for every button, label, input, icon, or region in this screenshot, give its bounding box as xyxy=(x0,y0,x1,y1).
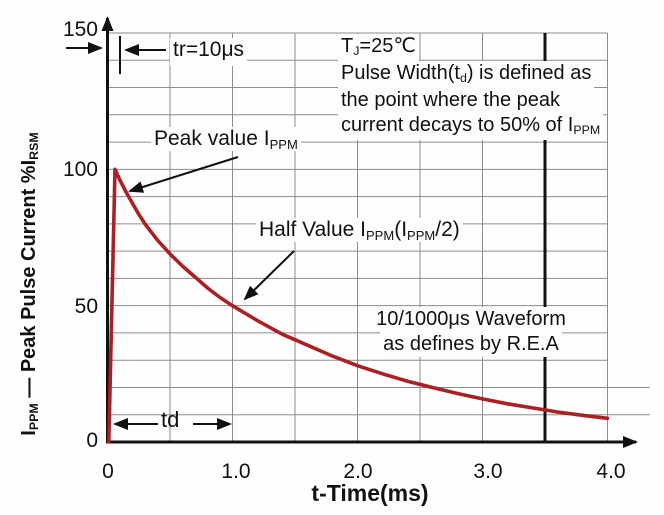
y-tick-150: 150 xyxy=(62,18,98,41)
peak-value-pointer-arrow xyxy=(128,156,239,193)
y-tick-100: 100 xyxy=(62,158,98,181)
x-tick-2: 2.0 xyxy=(343,460,373,483)
y-axis-title: IPPM — Peak Pulse Current %IRSM xyxy=(18,132,42,436)
waveform-note-block: 10/1000μs Waveform as defines by R.E.A xyxy=(352,307,590,357)
rise-time-label: tr=10μs xyxy=(170,38,248,67)
pulse-width-td-label: td xyxy=(161,407,180,432)
condition-note-line-2: Pulse Width(td) is defined as xyxy=(338,61,595,88)
x-tick-4: 4.0 xyxy=(596,460,626,483)
pulse-current-curve xyxy=(107,167,610,444)
condition-note-block: TJ=25℃ Pulse Width(td) is defined as the… xyxy=(338,34,604,140)
waveform-note-line-2: as defines by R.E.A xyxy=(380,332,562,357)
peak-value-label: Peak value IPPM xyxy=(151,127,301,152)
half-value-label: Half Value IPPM(IPPM/2) xyxy=(256,218,463,243)
x-axis-title: t-Time(ms) xyxy=(311,480,429,506)
half-value-pointer-arrow xyxy=(243,250,295,301)
x-tick-1: 1.0 xyxy=(221,460,251,483)
y-tick-50: 50 xyxy=(74,295,98,318)
waveform-note-line-1: 10/1000μs Waveform xyxy=(373,307,569,332)
x-tick-3: 3.0 xyxy=(473,460,503,483)
condition-note-line-3: the point where the peak xyxy=(338,88,564,113)
y-tick-0: 0 xyxy=(86,429,98,452)
x-tick-0: 0 xyxy=(102,460,114,483)
condition-note-line-4: current decays to 50% of IPPM xyxy=(338,113,604,140)
condition-note-line-1: TJ=25℃ xyxy=(338,34,419,61)
